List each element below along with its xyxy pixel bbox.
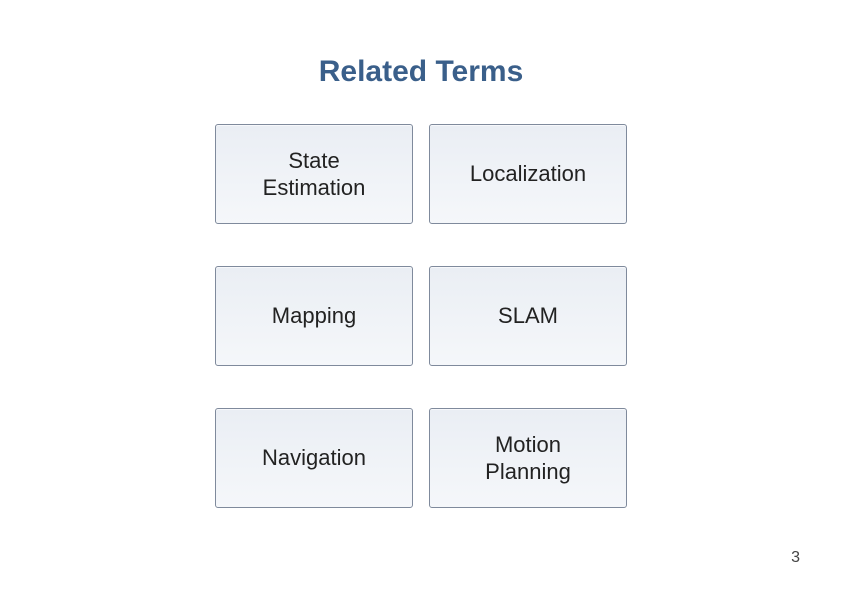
term-cell-motion-planning: MotionPlanning [429, 408, 627, 508]
terms-grid: StateEstimation Localization Mapping SLA… [215, 124, 627, 508]
term-cell-state-estimation: StateEstimation [215, 124, 413, 224]
term-cell-navigation: Navigation [215, 408, 413, 508]
page-number: 3 [791, 549, 800, 567]
term-cell-localization: Localization [429, 124, 627, 224]
slide-title: Related Terms [319, 55, 524, 89]
term-cell-slam: SLAM [429, 266, 627, 366]
term-cell-mapping: Mapping [215, 266, 413, 366]
slide-container: Related Terms StateEstimation Localizati… [0, 0, 842, 595]
